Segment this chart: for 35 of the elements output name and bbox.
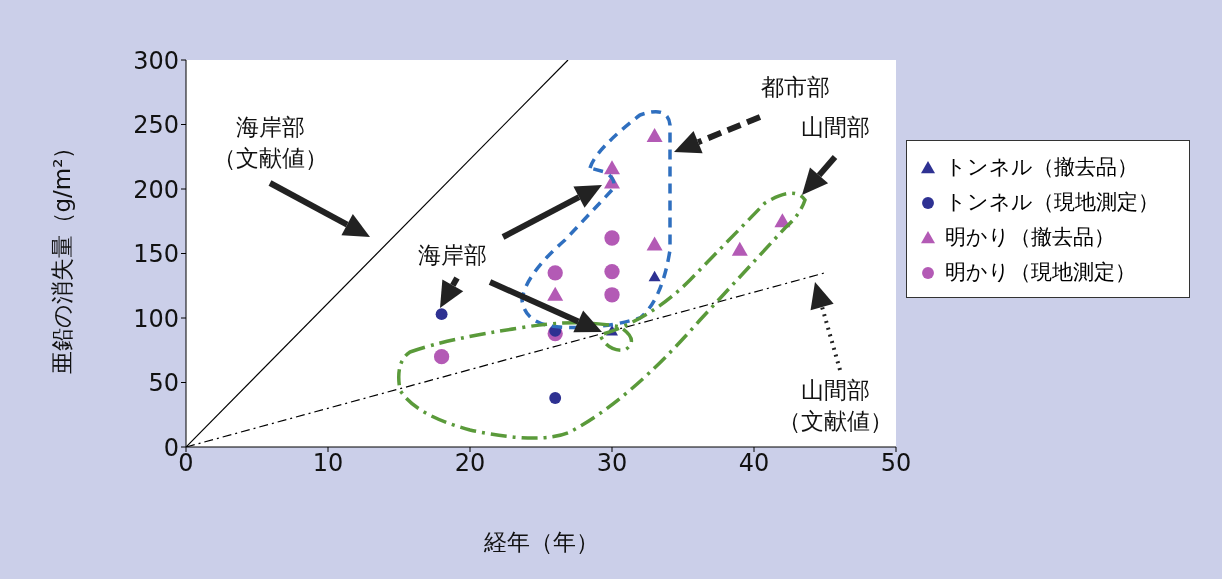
point <box>547 265 563 281</box>
y-tick-label: 50 <box>148 369 179 398</box>
legend-label: トンネル（現地測定） <box>945 188 1159 216</box>
annotation: 山間部（文献値） <box>777 377 893 434</box>
x-axis-title: 経年（年） <box>482 529 599 555</box>
annotation: 海岸部（文献値） <box>212 114 328 171</box>
y-axis-title: 亜鉛の消失量（g/m²） <box>49 135 75 375</box>
x-tick-label: 40 <box>738 449 770 478</box>
annotation: 山間部 <box>800 114 870 140</box>
x-tick-label: 10 <box>312 449 344 478</box>
annotation: 海岸部 <box>417 242 487 268</box>
y-tick-label: 150 <box>133 240 179 269</box>
legend-label: 明かり（撤去品） <box>945 223 1115 251</box>
y-tick-label: 250 <box>133 111 179 140</box>
point <box>604 287 620 303</box>
point <box>435 308 448 321</box>
point <box>549 392 562 404</box>
point <box>646 236 663 251</box>
point <box>433 349 450 365</box>
x-tick-label: 20 <box>454 449 486 478</box>
y-tick-label: 100 <box>133 304 179 333</box>
point <box>547 286 564 301</box>
point <box>731 241 748 256</box>
x-tick-label: 50 <box>880 449 912 478</box>
point <box>648 270 661 282</box>
point <box>604 263 620 280</box>
point <box>604 160 620 175</box>
x-tick-label: 30 <box>596 449 628 478</box>
legend-label: 明かり（現地測定） <box>945 258 1136 286</box>
legend-label: トンネル（撤去品） <box>945 153 1138 181</box>
point <box>604 230 620 246</box>
point <box>646 128 663 143</box>
y-tick-label: 200 <box>133 175 179 204</box>
y-tick-label: 300 <box>133 46 179 75</box>
annotation: 都市部 <box>760 74 830 100</box>
